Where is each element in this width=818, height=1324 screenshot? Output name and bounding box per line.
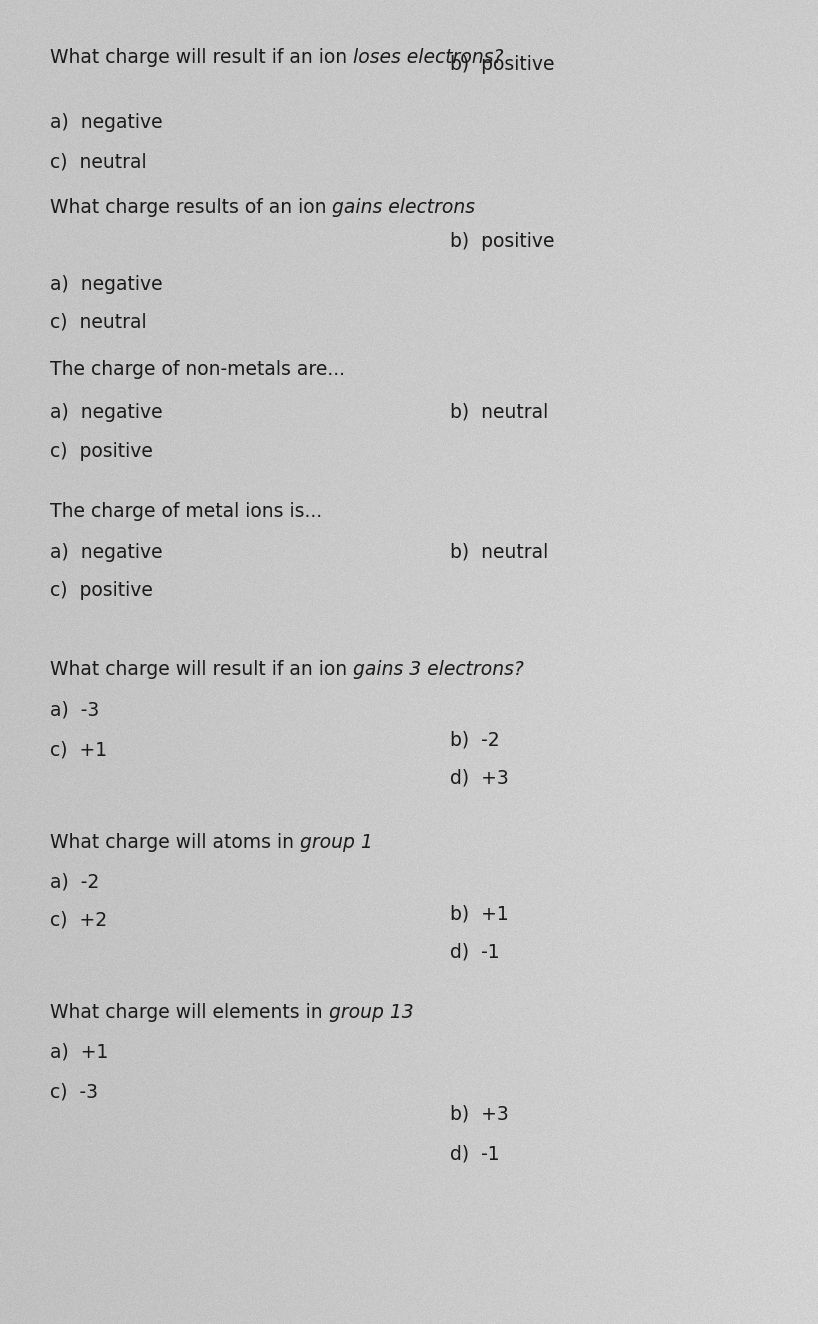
Text: c)  neutral: c) neutral bbox=[50, 152, 146, 171]
Text: c)  +2: c) +2 bbox=[50, 910, 107, 929]
Text: a)  negative: a) negative bbox=[50, 402, 163, 422]
Text: a)  negative: a) negative bbox=[50, 543, 163, 561]
Text: c)  +1: c) +1 bbox=[50, 740, 107, 759]
Text: b)  neutral: b) neutral bbox=[450, 402, 548, 422]
Text: c)  neutral: c) neutral bbox=[50, 312, 146, 332]
Text: loses electrons?: loses electrons? bbox=[353, 48, 504, 68]
Text: group 1: group 1 bbox=[300, 833, 373, 853]
Text: d)  -1: d) -1 bbox=[450, 943, 500, 963]
Text: c)  positive: c) positive bbox=[50, 442, 153, 461]
Text: d)  +3: d) +3 bbox=[450, 768, 509, 786]
Text: b)  -2: b) -2 bbox=[450, 730, 500, 749]
Text: c)  positive: c) positive bbox=[50, 581, 153, 600]
Text: What charge will elements in: What charge will elements in bbox=[50, 1004, 329, 1022]
Text: a)  -3: a) -3 bbox=[50, 700, 99, 719]
Text: a)  -2: a) -2 bbox=[50, 873, 99, 891]
Text: What charge will result if an ion: What charge will result if an ion bbox=[50, 48, 353, 68]
Text: a)  negative: a) negative bbox=[50, 113, 163, 132]
Text: gains 3 electrons?: gains 3 electrons? bbox=[353, 659, 524, 679]
Text: The charge of metal ions is...: The charge of metal ions is... bbox=[50, 502, 322, 522]
Text: What charge will result if an ion: What charge will result if an ion bbox=[50, 659, 353, 679]
Text: c)  -3: c) -3 bbox=[50, 1082, 98, 1102]
Text: b)  positive: b) positive bbox=[450, 232, 555, 252]
Text: b)  neutral: b) neutral bbox=[450, 543, 548, 561]
Text: b)  +1: b) +1 bbox=[450, 906, 509, 924]
Text: a)  +1: a) +1 bbox=[50, 1043, 108, 1062]
Text: a)  negative: a) negative bbox=[50, 275, 163, 294]
Text: What charge will atoms in: What charge will atoms in bbox=[50, 833, 300, 853]
Text: What charge results of an ion: What charge results of an ion bbox=[50, 199, 332, 217]
Text: gains electrons: gains electrons bbox=[332, 199, 475, 217]
Text: b)  +3: b) +3 bbox=[450, 1106, 509, 1124]
Text: group 13: group 13 bbox=[329, 1004, 413, 1022]
Text: b)  positive: b) positive bbox=[450, 56, 555, 74]
Text: d)  -1: d) -1 bbox=[450, 1145, 500, 1164]
Text: The charge of non-metals are...: The charge of non-metals are... bbox=[50, 360, 345, 379]
